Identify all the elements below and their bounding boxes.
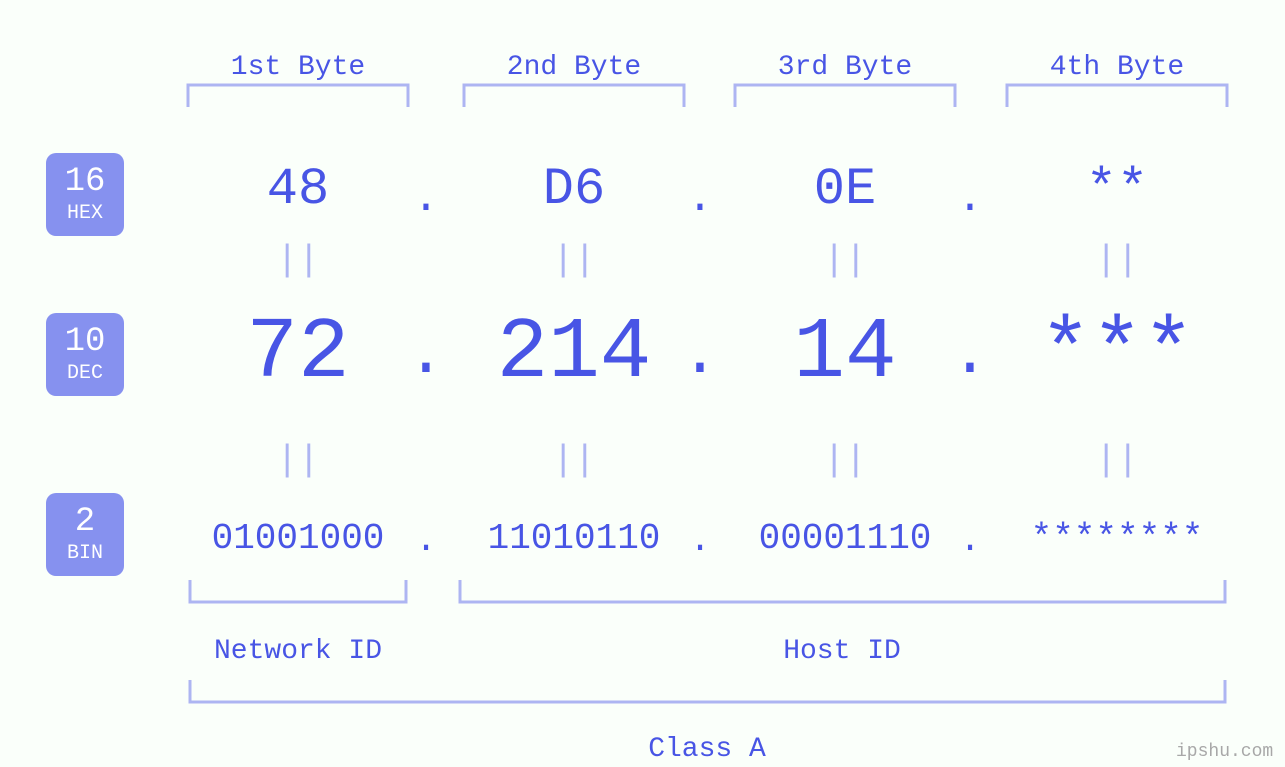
dec-byte-3: 14 [793,304,896,402]
badge-hex: 16 HEX [46,153,124,236]
bin-byte-3: 00001110 [759,518,932,559]
badge-hex-label: HEX [67,203,103,224]
eq-1-1: || [276,240,319,281]
hex-dot-3: . [957,174,983,224]
bin-dot-1: . [415,520,437,561]
eq-2-3: || [823,440,866,481]
hex-byte-1: 48 [267,160,329,219]
badge-bin-label: BIN [67,543,103,564]
byte-label-1: 1st Byte [231,52,365,83]
hex-dot-2: . [687,174,713,224]
byte-label-4: 4th Byte [1050,52,1184,83]
eq-2-1: || [276,440,319,481]
badge-hex-num: 16 [65,165,106,201]
badge-dec-num: 10 [65,325,106,361]
class-label: Class A [648,734,766,765]
hex-byte-3: 0E [814,160,876,219]
badge-dec: 10 DEC [46,313,124,396]
hex-byte-4: ** [1086,160,1148,219]
badge-bin-num: 2 [75,505,95,541]
dec-byte-2: 214 [497,304,652,402]
dec-dot-3: . [951,320,989,392]
hex-byte-2: D6 [543,160,605,219]
dec-byte-4: *** [1040,304,1195,402]
badge-bin: 2 BIN [46,493,124,576]
eq-1-4: || [1095,240,1138,281]
bin-byte-2: 11010110 [488,518,661,559]
eq-1-2: || [552,240,595,281]
host-id-label: Host ID [783,636,901,667]
bin-byte-4: ******** [1031,518,1204,559]
dec-byte-1: 72 [246,304,349,402]
bin-byte-1: 01001000 [212,518,385,559]
dec-dot-2: . [681,320,719,392]
hex-dot-1: . [413,174,439,224]
badge-dec-label: DEC [67,363,103,384]
dec-dot-1: . [407,320,445,392]
byte-label-2: 2nd Byte [507,52,641,83]
bin-dot-3: . [959,520,981,561]
eq-2-4: || [1095,440,1138,481]
eq-1-3: || [823,240,866,281]
byte-label-3: 3rd Byte [778,52,912,83]
watermark: ipshu.com [1176,742,1273,762]
network-id-label: Network ID [214,636,382,667]
bin-dot-2: . [689,520,711,561]
eq-2-2: || [552,440,595,481]
